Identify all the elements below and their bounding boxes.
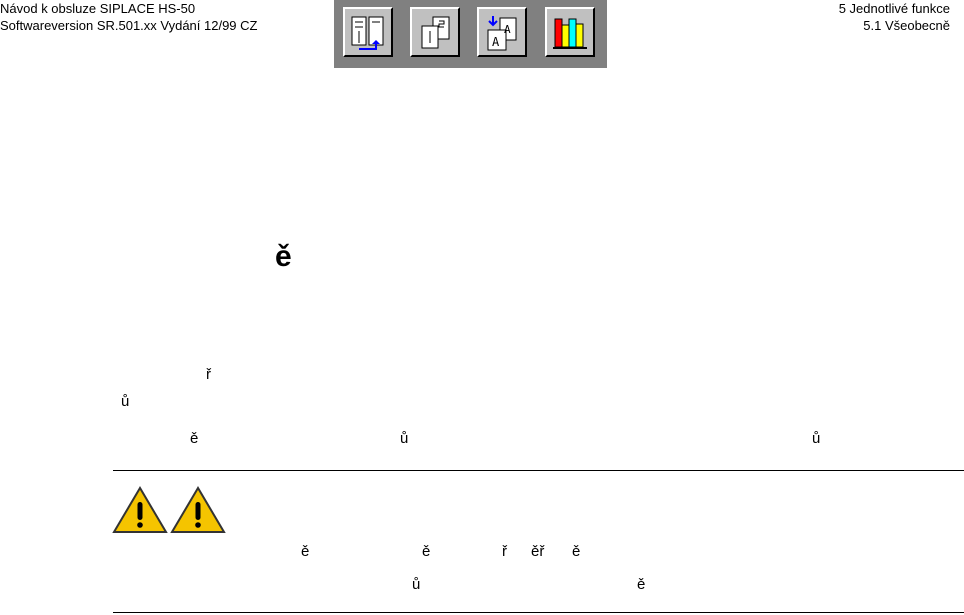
contents-button[interactable] (343, 7, 393, 57)
text-fragment: ů (121, 393, 130, 410)
warning-icons (112, 486, 226, 533)
pages-icon (421, 16, 450, 49)
library-icon (553, 18, 587, 49)
pages-button[interactable] (410, 7, 460, 57)
section-heading: ě (275, 240, 292, 273)
svg-text:A: A (504, 23, 511, 36)
header-title: Návod k obsluze SIPLACE HS-50 (0, 1, 196, 16)
warning-icon (170, 486, 226, 533)
warning-icon (112, 486, 168, 533)
text-fragment: ř (206, 366, 211, 383)
text-fragment: ěř (531, 543, 545, 560)
text-fragment: ů (400, 430, 409, 447)
divider (113, 470, 964, 471)
svg-text:A: A (492, 35, 500, 49)
text-fragment: ě (301, 543, 310, 560)
text-fragment: ů (812, 430, 821, 447)
library-button[interactable] (545, 7, 595, 57)
text-fragment: ě (572, 543, 581, 560)
text-fragment: ě (422, 543, 431, 560)
text-fragment: ě (637, 576, 646, 593)
index-icon: AA (487, 16, 517, 51)
text-fragment: ě (190, 430, 199, 447)
text-fragment: ů (412, 576, 421, 593)
header-version: Softwareversion SR.501.xx Vydání 12/99 C… (0, 18, 258, 33)
contents-icon (351, 16, 384, 50)
divider (113, 612, 964, 613)
text-fragment: ř (502, 543, 507, 560)
header-section: 5.1 Všeobecně (863, 18, 950, 33)
header-chapter: 5 Jednotlivé funkce (838, 1, 950, 16)
